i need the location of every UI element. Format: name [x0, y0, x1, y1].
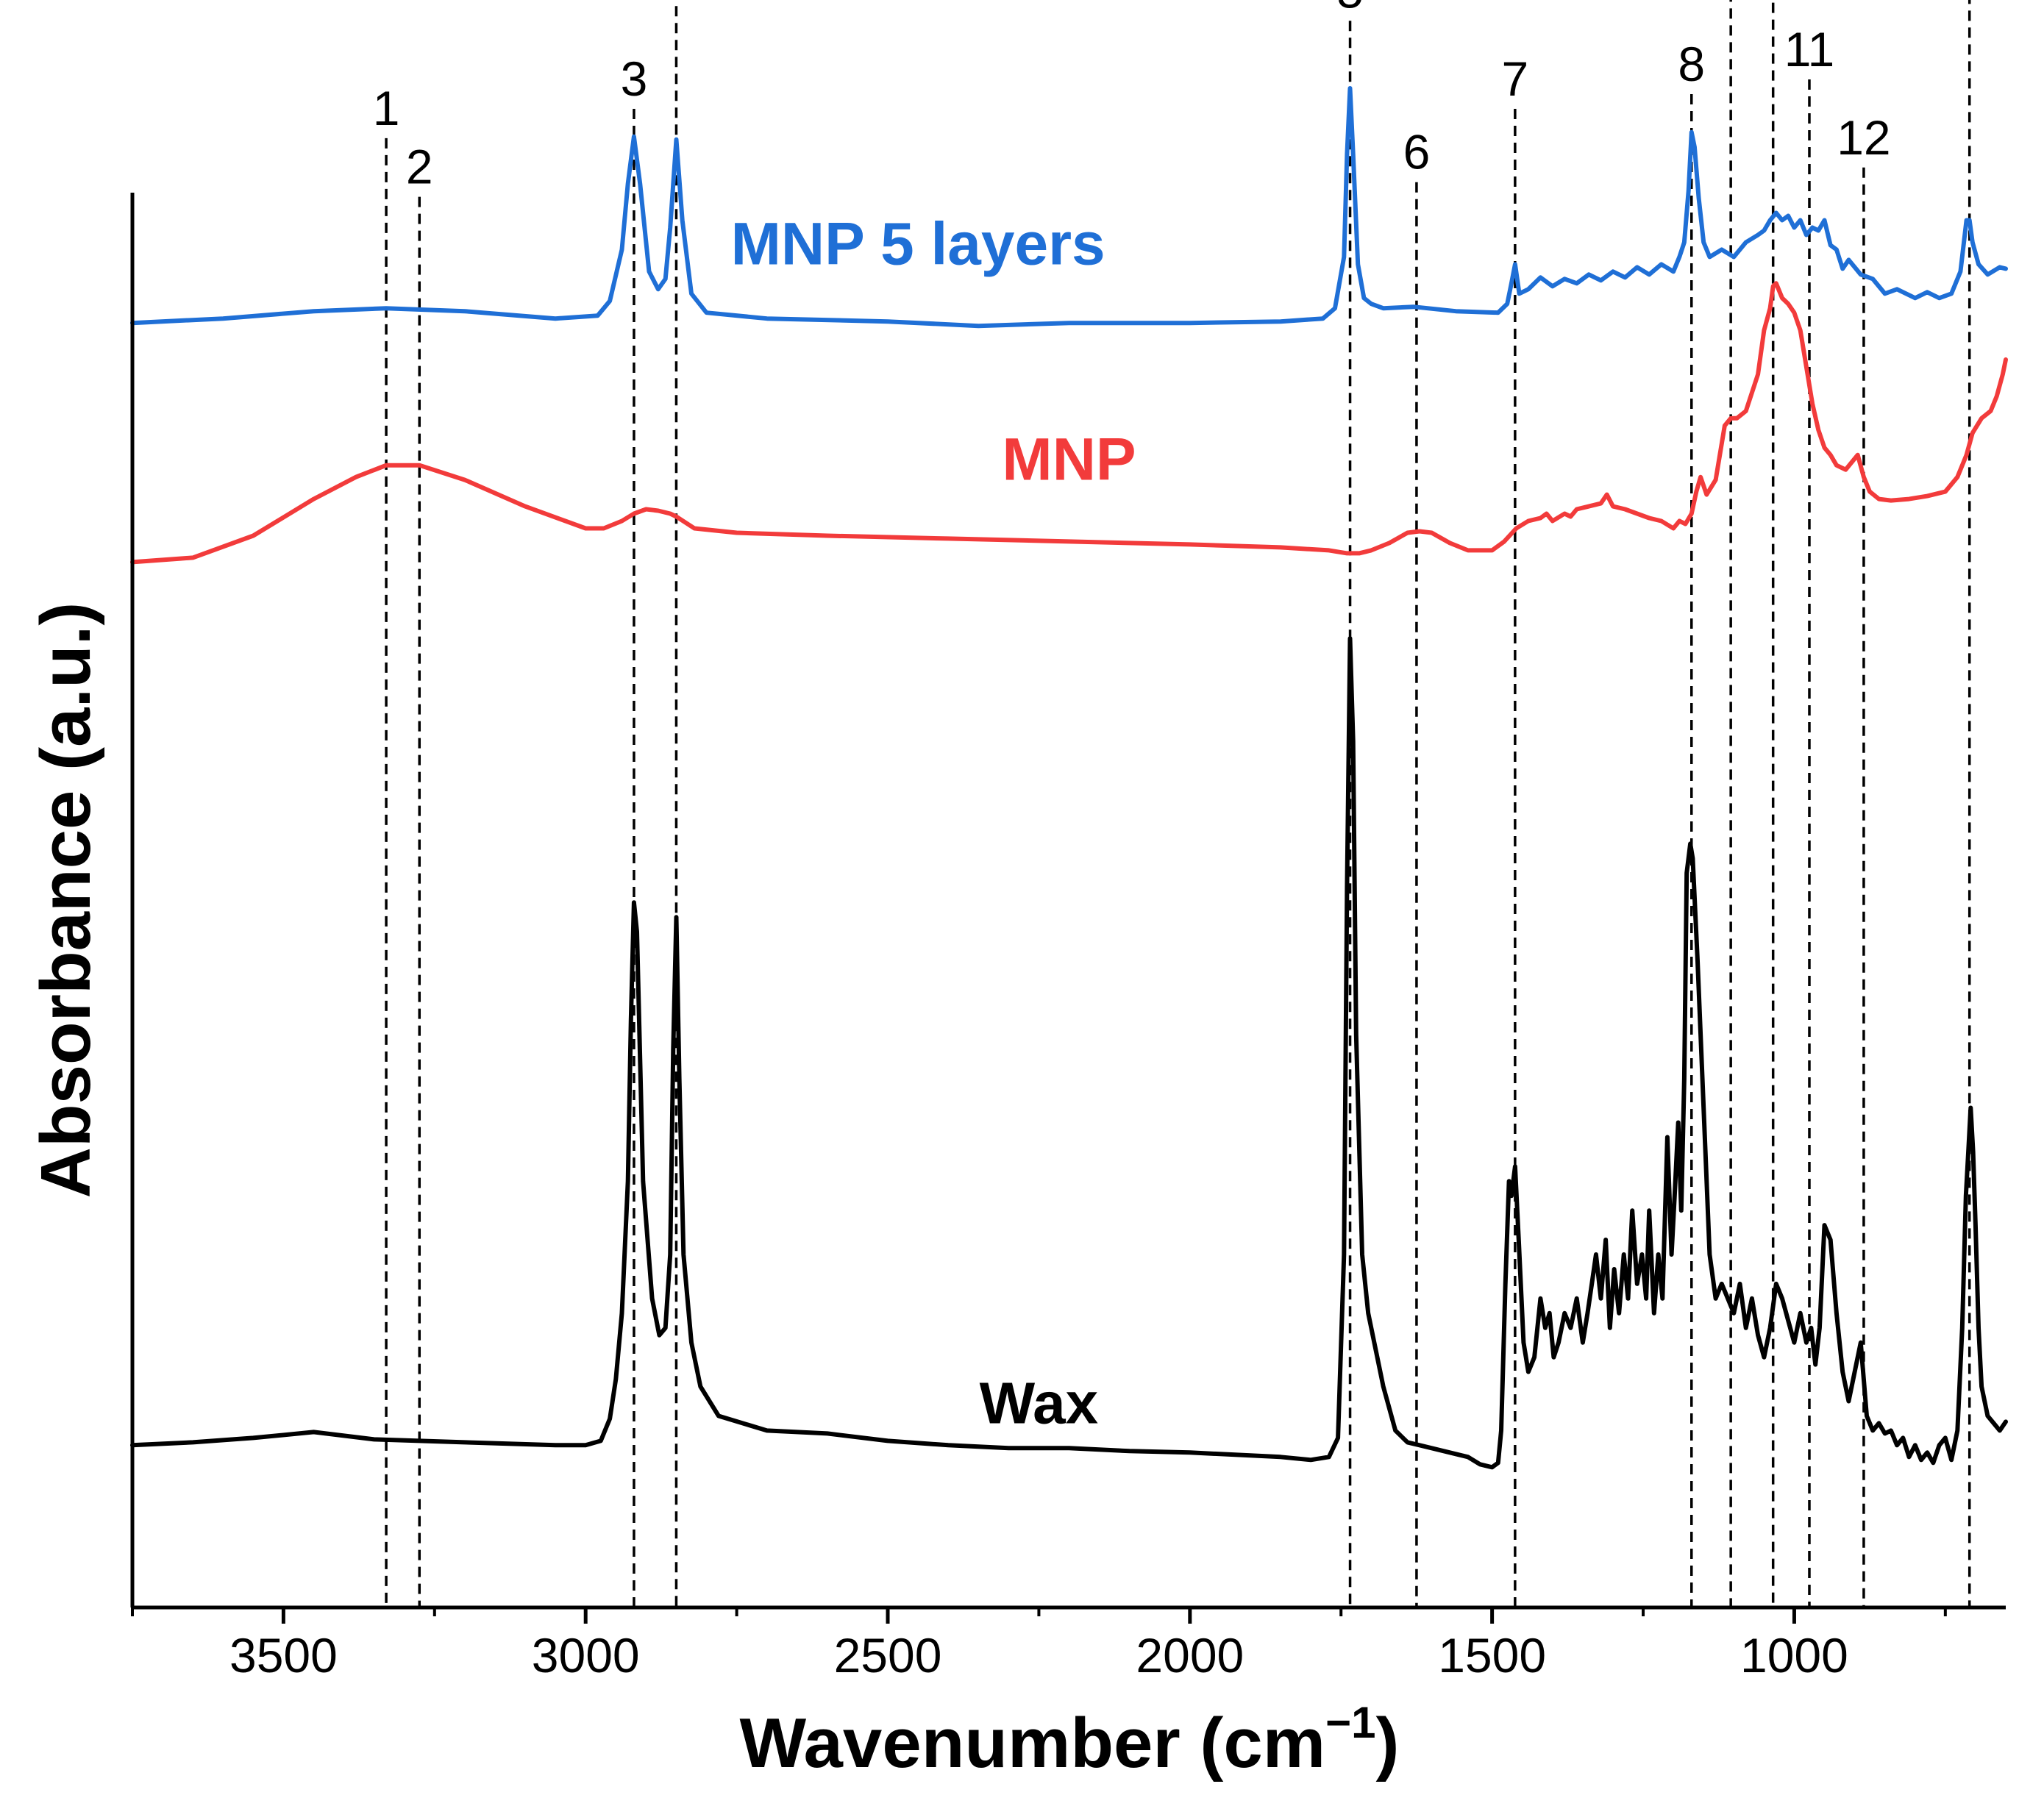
- peak-label-2: 2: [406, 140, 433, 194]
- series-label-mnp-5-layers: MNP 5 layers: [731, 210, 1105, 277]
- series-line-wax: [130, 636, 2008, 1470]
- peak-lines: 12345678910111213: [373, 0, 1971, 1607]
- x-tick-label: 2500: [834, 1628, 942, 1682]
- peak-label-6: 6: [1403, 125, 1431, 179]
- peak-label-4: 4: [663, 0, 690, 3]
- series-label-mnp: MNP: [1002, 427, 1136, 493]
- x-tick-label: 2000: [1136, 1628, 1244, 1682]
- peak-label-7: 7: [1501, 51, 1528, 106]
- x-tick-label: 1500: [1438, 1628, 1546, 1682]
- x-tick-label: 1000: [1740, 1628, 1848, 1682]
- series-line-mnp: [130, 281, 2008, 565]
- peak-label-3: 3: [621, 51, 648, 106]
- series-line-mnp-5-layers: [130, 86, 2008, 329]
- peak-label-8: 8: [1678, 37, 1705, 91]
- x-tick-label: 3000: [532, 1628, 640, 1682]
- y-axis-title: Absorbance (a.u.): [26, 602, 105, 1199]
- peak-label-1: 1: [373, 81, 400, 135]
- peak-label-5: 5: [1336, 0, 1364, 18]
- series-group: MNP 5 layers MNP Wax: [130, 86, 2008, 1470]
- peak-label-12: 12: [1837, 110, 1890, 165]
- series-label-wax: Wax: [980, 1370, 1099, 1435]
- x-axis: 3500 3000 2500 2000 1500 1000: [131, 1605, 2006, 1682]
- peak-label-11: 11: [1784, 22, 1835, 76]
- x-tick-label: 3500: [229, 1628, 338, 1682]
- x-axis-title: Wavenumber (cm−1): [739, 1698, 1399, 1782]
